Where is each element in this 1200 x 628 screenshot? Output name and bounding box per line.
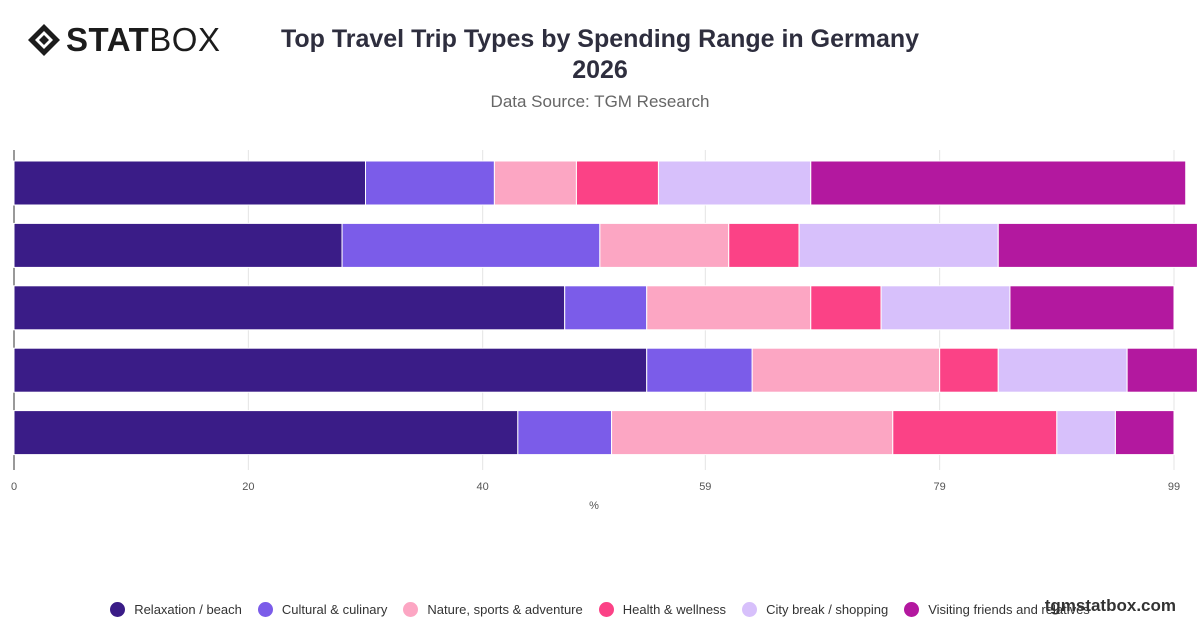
legend-swatch (742, 602, 758, 617)
diamond-logo-icon (28, 24, 60, 56)
bar-segment[interactable] (1056, 410, 1116, 456)
legend-swatch (598, 602, 614, 617)
legend-label: Health & wellness (622, 602, 727, 617)
legend-item[interactable]: Relaxation / beach (110, 602, 242, 617)
legend-label: Nature, sports & adventure (427, 602, 583, 617)
bar-segment[interactable] (810, 285, 882, 331)
x-tick-label: 99 (1168, 481, 1180, 493)
legend-label: Visiting friends and relatives (928, 602, 1090, 617)
legend-label: City break / shopping (766, 602, 889, 617)
bar-segment[interactable] (1114, 410, 1175, 456)
legend-swatch (110, 602, 126, 617)
logo-text-thin: BOX (149, 21, 221, 58)
bar-segment[interactable] (611, 410, 894, 456)
bar-segment[interactable] (646, 285, 812, 331)
bar-segment[interactable] (880, 285, 1011, 331)
legend-swatch (257, 602, 273, 617)
chart-legend: Relaxation / beach Cultural & culinary Nat… (0, 602, 1200, 617)
legend-label: Cultural & culinary (281, 602, 388, 617)
bar-segment[interactable] (646, 347, 753, 393)
legend-item[interactable]: Health & wellness (598, 602, 727, 617)
bar-segment[interactable] (493, 160, 577, 206)
bar-segment[interactable] (939, 347, 999, 393)
bar-segment[interactable] (810, 160, 1187, 206)
chart-subtitle: Data Source: TGM Research (490, 92, 710, 111)
bar-segment[interactable] (798, 222, 999, 268)
bar-segment[interactable] (13, 285, 566, 331)
bar-segment[interactable] (997, 222, 1198, 268)
legend-item[interactable]: City break / shopping (742, 602, 888, 617)
statbox-logo: STATBOX (26, 22, 220, 58)
x-tick-label: 79 (934, 481, 946, 493)
legend-swatch (403, 602, 419, 617)
bar-segment[interactable] (517, 410, 613, 456)
legend-item[interactable]: Visiting friends and relatives (904, 602, 1090, 617)
bar-segment[interactable] (13, 222, 343, 268)
logo-text-bold: STAT (66, 21, 150, 58)
bar-segment[interactable] (564, 285, 648, 331)
legend-swatch (904, 602, 920, 617)
bar-segment[interactable] (728, 222, 800, 268)
watermark: tgmstatbox.com (1044, 596, 1176, 615)
bar-segment[interactable] (13, 160, 367, 206)
bar-segment[interactable] (13, 347, 648, 393)
bar-segment[interactable] (575, 160, 659, 206)
bar-segment[interactable] (599, 222, 730, 268)
logo-text: STATBOX (66, 22, 220, 58)
x-tick-label: 20 (242, 481, 254, 493)
legend-label: Relaxation / beach (134, 602, 242, 617)
x-tick-label: 59 (699, 481, 711, 493)
bar-segment[interactable] (341, 222, 601, 268)
bar-segment[interactable] (892, 410, 1058, 456)
chart-title: Top Travel Trip Types by Spending Range … (280, 25, 920, 84)
x-axis-label: % (589, 500, 599, 512)
bar-segment[interactable] (751, 347, 941, 393)
bar-segment[interactable] (997, 347, 1128, 393)
legend-item[interactable]: Nature, sports & adventure (403, 602, 583, 617)
x-tick-label: 40 (477, 481, 489, 493)
legend-item[interactable]: Cultural & culinary (257, 602, 388, 617)
x-tick-label: 0 (11, 481, 17, 493)
bar-segment[interactable] (1009, 285, 1175, 331)
bar-segment[interactable] (365, 160, 495, 206)
bar-segment[interactable] (1126, 347, 1198, 393)
bar-segment[interactable] (13, 410, 519, 456)
bar-segment[interactable] (657, 160, 812, 206)
